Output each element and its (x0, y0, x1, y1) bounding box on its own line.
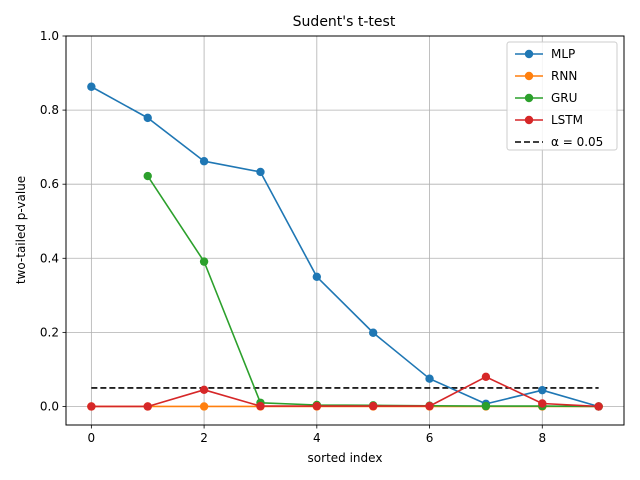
data-point-mlp (199, 157, 209, 166)
data-point-lstm (481, 372, 491, 382)
data-point-lstm (312, 401, 322, 411)
legend-marker-mlp (524, 49, 534, 59)
y-tick-label: 0.6 (40, 177, 59, 191)
data-point-lstm (368, 401, 378, 411)
data-point-lstm (199, 385, 209, 395)
data-point-rnn (199, 402, 209, 411)
legend-item-lstm: LSTM (515, 113, 583, 127)
legend-item-mlp: MLP (515, 47, 575, 61)
y-axis-label: two-tailed p-value (14, 176, 28, 284)
data-point-mlp (425, 374, 434, 383)
x-tick-label: 0 (88, 431, 96, 445)
legend-marker-rnn (524, 71, 534, 81)
data-point-gru (199, 257, 209, 266)
legend-label-gru: GRU (551, 91, 577, 105)
data-point-lstm (143, 402, 152, 411)
series-line-lstm (91, 376, 599, 408)
legend-marker-lstm (524, 115, 534, 125)
legend-label-lstm: LSTM (551, 113, 583, 127)
data-point-mlp (312, 272, 322, 282)
x-tick-label: 8 (538, 431, 546, 445)
data-point-lstm (425, 401, 434, 411)
y-tick-label: 0.2 (40, 325, 59, 339)
legend-label-rnn: RNN (551, 69, 577, 83)
legend-item-rnn: RNN (515, 69, 577, 83)
series-line-mlp (90, 86, 599, 408)
series-layer (87, 82, 603, 411)
y-tick-label: 0.8 (40, 103, 59, 117)
data-point-lstm (538, 399, 547, 408)
data-point-lstm (87, 402, 96, 411)
plot-frame (65, 35, 625, 426)
data-point-mlp (368, 328, 378, 337)
x-axis-label: sorted index (308, 451, 383, 465)
legend-item-gru: GRU (515, 91, 577, 105)
legend-marker-gru (524, 93, 534, 103)
y-tick-label: 1.0 (40, 29, 59, 43)
ticks: 0 2 4 6 8 0.0 0.2 0.4 0.6 0.8 1.0 (40, 29, 546, 445)
x-tick-label: 6 (426, 431, 434, 445)
legend-label-mlp: MLP (551, 47, 575, 61)
legend-item-alpha: α = 0.05 (515, 135, 603, 149)
x-tick-label: 2 (200, 431, 208, 445)
series-lstm (87, 372, 603, 411)
legend-label-alpha: α = 0.05 (551, 135, 603, 149)
x-tick-label: 4 (313, 431, 321, 445)
data-point-mlp (87, 82, 96, 91)
legend: MLP RNN GRU LSTM α = 0.05 (506, 41, 618, 151)
data-point-mlp (256, 167, 265, 177)
y-tick-label: 0.4 (40, 251, 59, 265)
data-point-mlp (143, 113, 152, 123)
y-tick-label: 0.0 (40, 399, 59, 413)
data-point-mlp (538, 385, 547, 395)
legend-box (506, 41, 618, 151)
data-point-lstm (594, 402, 603, 411)
data-point-gru (481, 401, 491, 411)
data-point-lstm (256, 401, 265, 411)
chart-title: Sudent's t-test (293, 14, 396, 30)
data-point-gru (143, 171, 152, 181)
